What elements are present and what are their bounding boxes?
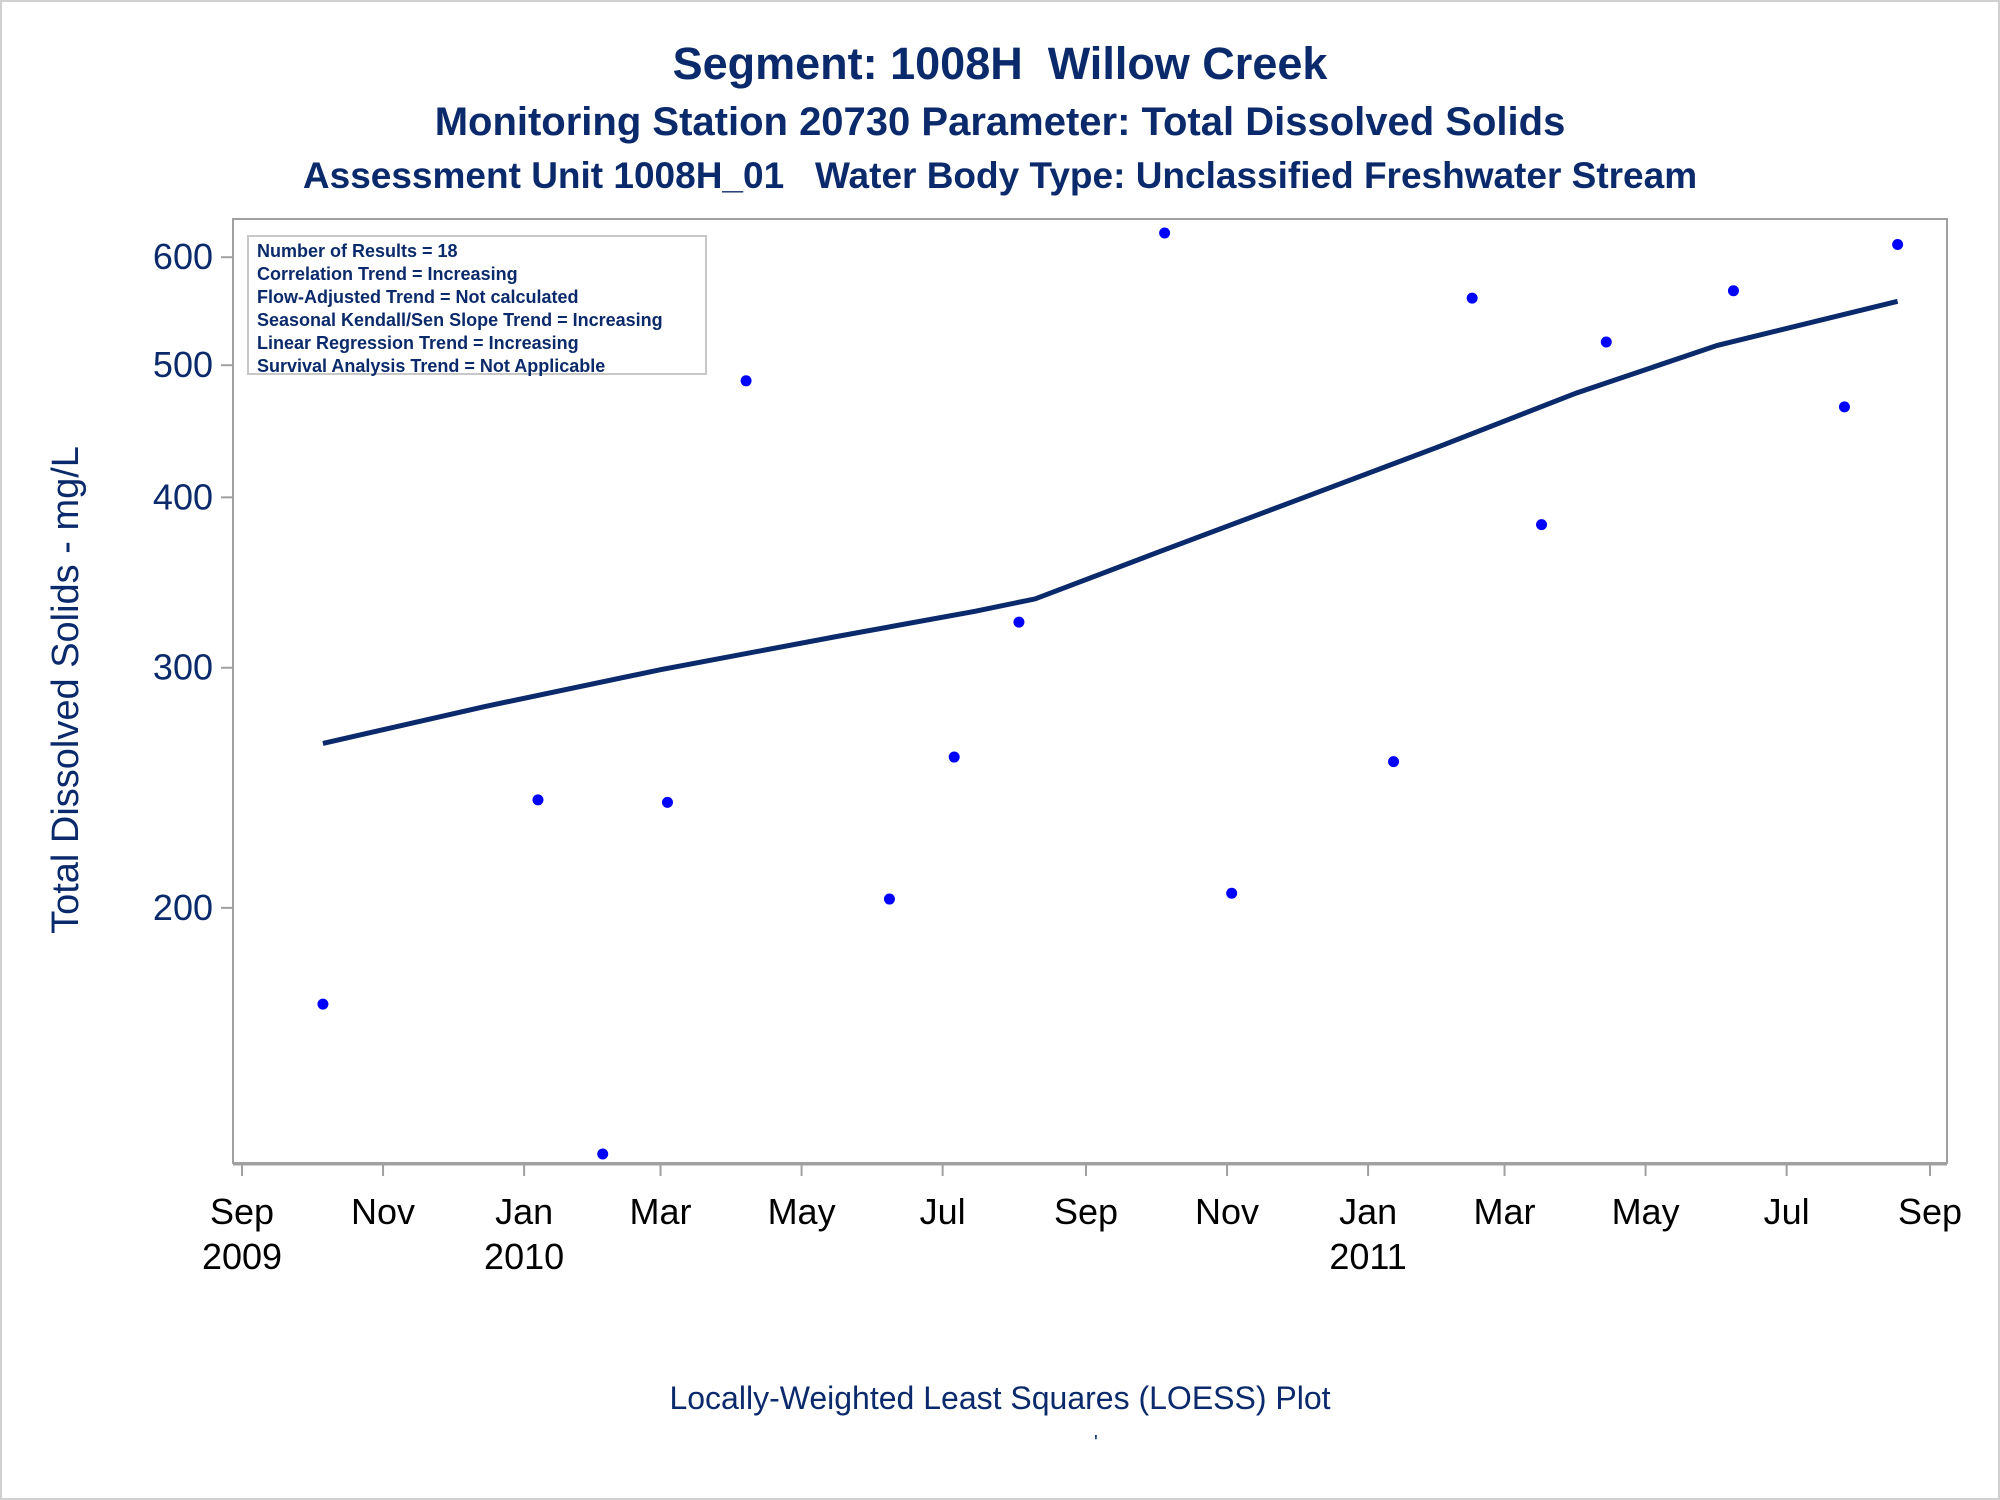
data-point <box>1466 292 1478 304</box>
data-point <box>1013 616 1025 628</box>
y-tick-label: 300 <box>153 647 213 688</box>
data-point <box>597 1148 609 1160</box>
chart-title: Segment: 1008H Willow Creek <box>672 38 1328 89</box>
legend-line-results: Number of Results = 18 <box>257 241 458 261</box>
footnote: Locally-Weighted Least Squares (LOESS) P… <box>669 1380 1331 1416</box>
x-tick-label: Sep <box>210 1191 274 1232</box>
legend-line-linear-regression: Linear Regression Trend = Increasing <box>257 333 579 353</box>
y-axis: 200 300 400 500 600 <box>153 236 233 928</box>
data-point <box>317 998 329 1010</box>
chart-subtitle-2-text: Assessment Unit 1008H_01 Water Body Type… <box>302 155 1698 196</box>
x-tick-label: May <box>1612 1191 1680 1232</box>
y-tick-label: 200 <box>153 887 213 928</box>
chart-subtitle-2: Assessment Unit 1008H_01 Water Body Type… <box>0 155 2000 197</box>
data-point <box>661 796 673 808</box>
legend-line-correlation: Correlation Trend = Increasing <box>257 264 518 284</box>
data-point <box>1892 239 1904 251</box>
data-point <box>1838 401 1850 413</box>
legend-line-seasonal-kendall: Seasonal Kendall/Sen Slope Trend = Incre… <box>257 310 663 330</box>
y-tick-label: 400 <box>153 476 213 517</box>
x-tick-label: Jan <box>495 1191 553 1232</box>
x-tick-label: May <box>768 1191 836 1232</box>
footnote-mark: ' <box>1094 1432 1098 1454</box>
data-point <box>883 893 895 905</box>
loess-line <box>322 298 1899 746</box>
x-tick-year-label: 2009 <box>202 1236 282 1277</box>
x-tick-label: Jul <box>1764 1191 1810 1232</box>
data-point <box>532 794 544 806</box>
chart-subtitle: Monitoring Station 20730 Parameter: Tota… <box>434 100 1566 144</box>
x-tick-label: Jul <box>920 1191 966 1232</box>
x-tick-label: Nov <box>351 1191 415 1232</box>
data-point <box>948 751 960 763</box>
x-tick-label: Mar <box>1474 1191 1536 1232</box>
x-tick-label: Sep <box>1054 1191 1118 1232</box>
data-point <box>1388 756 1400 768</box>
x-tick-label: Jan <box>1339 1191 1397 1232</box>
data-point <box>1536 519 1548 531</box>
legend-line-survival: Survival Analysis Trend = Not Applicable <box>257 356 606 376</box>
data-point <box>1226 887 1238 899</box>
y-tick-label: 500 <box>153 344 213 385</box>
data-point <box>1600 336 1612 348</box>
data-point <box>1159 227 1171 239</box>
data-point <box>1727 285 1739 297</box>
y-tick-label: 600 <box>153 236 213 277</box>
x-tick-label: Sep <box>1898 1191 1962 1232</box>
data-point <box>740 375 752 387</box>
x-tick-year-label: 2010 <box>484 1236 564 1277</box>
x-tick-year-label: 2011 <box>1329 1236 1406 1277</box>
trend-summary-box: Number of Results = 18 Correlation Trend… <box>247 235 707 376</box>
x-tick-label: Mar <box>630 1191 692 1232</box>
x-tick-label: Nov <box>1195 1191 1259 1232</box>
y-axis-label: Total Dissolved Solids - mg/L <box>45 446 87 934</box>
legend-line-flow-adjusted: Flow-Adjusted Trend = Not calculated <box>257 287 579 307</box>
